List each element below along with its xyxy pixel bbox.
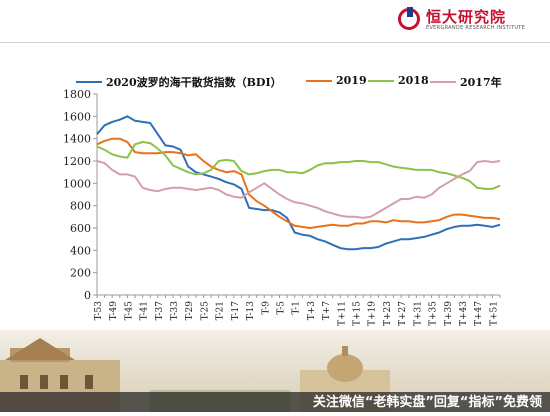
y-tick-label: 0 xyxy=(84,289,91,302)
y-tick-label: 600 xyxy=(70,222,91,235)
x-tick-label: T+3 xyxy=(307,301,317,321)
x-tick-label: T+43 xyxy=(459,301,469,326)
x-tick-label: T-25 xyxy=(200,301,210,321)
y-tick-label: 200 xyxy=(70,267,91,280)
brand-logo: 恒大研究院 EVERGRANDE RESEARCH INSTITUTE xyxy=(398,6,538,36)
footer-banner: 关注微信“老韩实盘”回复“指标”免费领 xyxy=(0,330,550,412)
legend-label-2017: 2017年 xyxy=(460,76,502,89)
series-line-1 xyxy=(96,137,501,229)
x-tick-label: T+15 xyxy=(353,301,363,326)
x-tick-label: T-1 xyxy=(292,301,302,315)
legend-swatch-2017 xyxy=(430,81,456,83)
x-tick-label: T-37 xyxy=(155,301,165,321)
x-tick-label: T-45 xyxy=(124,301,134,321)
y-tick-label: 1800 xyxy=(63,88,91,101)
x-tick-label: T-49 xyxy=(109,301,119,321)
legend-item-2019: 2019 xyxy=(306,74,367,87)
x-tick-label: T-33 xyxy=(170,301,180,321)
logo-mark-icon xyxy=(398,7,420,30)
x-tick-label: T-29 xyxy=(185,301,195,321)
x-tick-label: T+11 xyxy=(337,301,347,326)
y-tick-label: 800 xyxy=(70,200,91,213)
series-line-0 xyxy=(96,115,501,251)
footer-watermark-text: 关注微信“老韩实盘”回复“指标”免费领 xyxy=(312,395,542,410)
y-tick-label: 1600 xyxy=(63,110,91,123)
x-tick-label: T-5 xyxy=(276,301,286,315)
y-tick-label: 400 xyxy=(70,244,91,257)
legend-item-2017: 2017年 xyxy=(430,74,502,90)
x-tick-label: T+35 xyxy=(429,301,439,326)
x-tick-label: T-41 xyxy=(140,301,150,320)
header-divider xyxy=(0,42,550,43)
legend-swatch-2018 xyxy=(368,79,394,82)
series-line-3 xyxy=(96,160,501,219)
y-tick-label: 1200 xyxy=(63,155,91,168)
logo-subtitle: EVERGRANDE RESEARCH INSTITUTE xyxy=(426,25,526,31)
x-tick-label: T-53 xyxy=(94,301,104,321)
logo-text: 恒大研究院 xyxy=(426,8,507,26)
x-tick-label: T+47 xyxy=(474,301,484,326)
x-tick-label: T+51 xyxy=(489,301,499,326)
chart-legend: 2020波罗的海干散货指数（BDI） 2019 2018 2017年 xyxy=(0,74,550,90)
x-tick-label: T-17 xyxy=(231,301,241,321)
x-tick-label: T-13 xyxy=(246,301,256,321)
bdi-line-chart: 0 200 400 600 800 1000 1200 1400 1600 1800 T-53 T-4… xyxy=(63,88,501,326)
x-tick-label: T+27 xyxy=(398,301,408,326)
legend-label-2019: 2019 xyxy=(336,74,367,87)
legend-swatch-2019 xyxy=(306,79,332,82)
y-tick-label: 1400 xyxy=(63,133,91,146)
legend-swatch-2020 xyxy=(76,81,102,83)
x-tick-label: T+19 xyxy=(368,301,378,326)
series-line-2 xyxy=(96,141,501,190)
legend-label-2018: 2018 xyxy=(398,74,429,87)
x-tick-label: T+7 xyxy=(322,301,332,321)
legend-label-2020: 2020波罗的海干散货指数（BDI） xyxy=(106,76,282,89)
legend-item-2020: 2020波罗的海干散货指数（BDI） xyxy=(76,74,282,90)
legend-item-2018: 2018 xyxy=(368,74,429,87)
x-tick-label: T+39 xyxy=(444,301,454,326)
x-tick-label: T+31 xyxy=(413,301,423,326)
y-tick-label: 1000 xyxy=(63,177,91,190)
x-tick-label: T-21 xyxy=(216,301,226,320)
x-tick-label: T-9 xyxy=(261,301,271,315)
footer-watermark-bar: 关注微信“老韩实盘”回复“指标”免费领 xyxy=(0,392,550,412)
x-tick-label: T+23 xyxy=(383,301,393,326)
